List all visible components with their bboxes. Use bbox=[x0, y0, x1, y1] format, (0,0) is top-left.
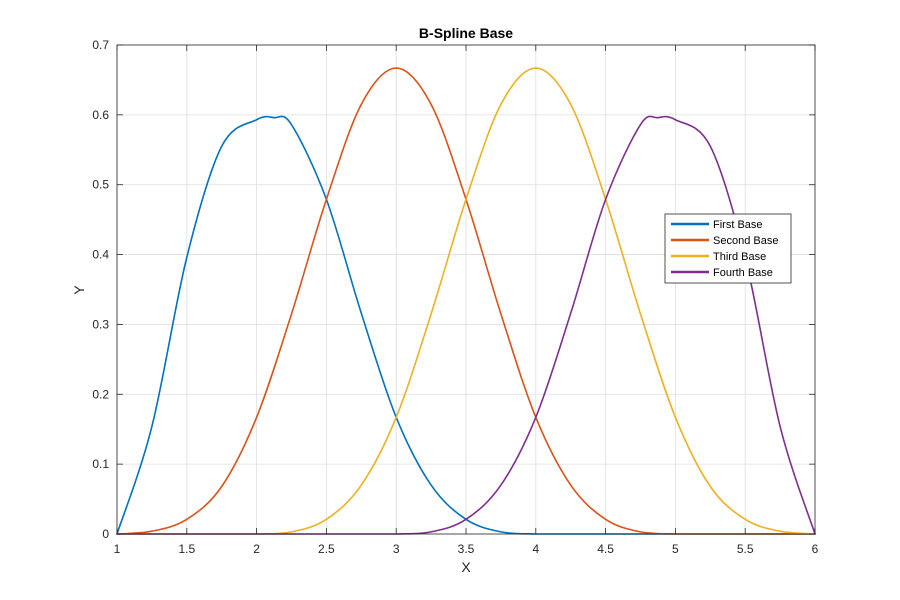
y-tick-label: 0.7 bbox=[92, 38, 109, 52]
y-tick-label: 0.5 bbox=[92, 178, 109, 192]
x-tick-label: 6 bbox=[812, 542, 819, 556]
x-axis-label: X bbox=[461, 559, 471, 575]
legend: First Base Second Base Third Base Fourth Ba… bbox=[664, 213, 792, 284]
y-tick-label: 0.4 bbox=[92, 248, 109, 262]
x-tick-label: 3 bbox=[393, 542, 400, 556]
legend-entry: Third Base bbox=[713, 251, 766, 263]
x-tick-label: 3.5 bbox=[458, 542, 475, 556]
x-tick-label: 5 bbox=[672, 542, 679, 556]
x-tick-label: 4 bbox=[532, 542, 539, 556]
x-tick-label: 2.5 bbox=[318, 542, 335, 556]
series-line-3 bbox=[116, 67, 816, 535]
legend-entry: First Base bbox=[713, 219, 763, 231]
axis-ticks: 1 1.5 2 2.5 3 3.5 4 4.5 5 5.5 6 0 0.1 0.2 0.3 0.4 0.5 0.6… bbox=[92, 38, 818, 556]
y-tick-label: 0.1 bbox=[92, 457, 109, 471]
y-tick-label: 0.3 bbox=[92, 317, 109, 331]
x-tick-label: 1.5 bbox=[178, 542, 195, 556]
y-tick-label: 0.2 bbox=[92, 387, 109, 401]
y-tick-label: 0.6 bbox=[92, 108, 109, 122]
x-tick-label: 2 bbox=[253, 542, 260, 556]
y-axis-label: Y bbox=[71, 285, 87, 295]
legend-entry: Fourth Base bbox=[713, 267, 773, 279]
x-tick-label: 1 bbox=[114, 542, 121, 556]
legend-entry: Second Base bbox=[713, 235, 778, 247]
chart-title: B-Spline Base bbox=[419, 25, 513, 41]
x-tick-label: 4.5 bbox=[597, 542, 614, 556]
x-tick-label: 5.5 bbox=[737, 542, 754, 556]
y-tick-label: 0 bbox=[102, 527, 109, 541]
